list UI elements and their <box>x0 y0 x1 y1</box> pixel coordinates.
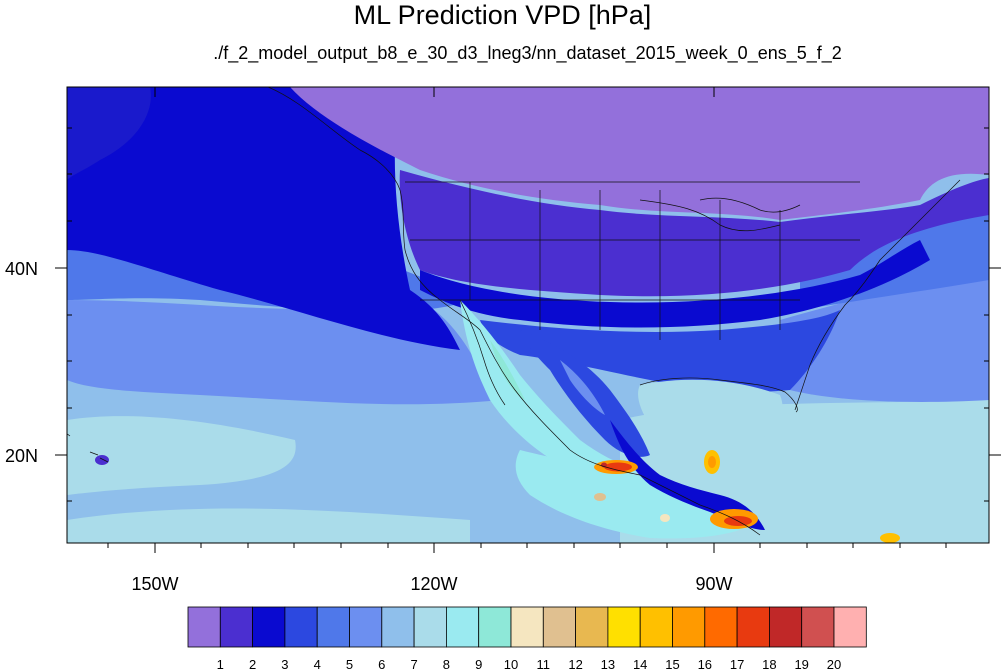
colorbar-label: 7 <box>410 657 417 672</box>
colorbar-label: 5 <box>346 657 353 672</box>
colorbar-label: 4 <box>314 657 321 672</box>
map-subtitle: ./f_2_model_output_b8_e_30_d3_lneg3/nn_d… <box>213 43 842 63</box>
colorbar-label: 18 <box>762 657 776 672</box>
colorbar-swatch <box>607 606 641 648</box>
colorbar-swatch <box>575 606 609 648</box>
colorbar-swatch <box>801 606 835 648</box>
colorbar-swatch <box>704 606 738 648</box>
map-title: ML Prediction VPD [hPa] <box>353 0 652 30</box>
colorbar-label: 3 <box>281 657 288 672</box>
colorbar-swatch <box>672 606 706 648</box>
lon-label-150w: 150W <box>131 574 178 594</box>
colorbar: 1 2 3 4 5 6 7 8 9 10 11 12 13 14 15 16 17 18 19 20 <box>187 606 867 672</box>
coastlines <box>67 87 961 536</box>
vpd-field <box>67 87 989 543</box>
colorbar-swatch <box>219 606 254 648</box>
colorbar-label: 15 <box>665 657 679 672</box>
colorbar-swatch <box>542 606 576 648</box>
colorbar-swatch <box>736 606 770 648</box>
colorbar-label: 9 <box>475 657 482 672</box>
colorbar-label: 20 <box>827 657 841 672</box>
colorbar-swatch <box>769 606 803 648</box>
colorbar-swatch <box>381 606 415 648</box>
colorbar-label: 13 <box>601 657 615 672</box>
colorbar-swatch <box>639 606 673 648</box>
colorbar-swatch <box>187 606 221 648</box>
colorbar-label: 10 <box>504 657 518 672</box>
lon-label-120w: 120W <box>410 574 457 594</box>
colorbar-swatch <box>413 606 447 648</box>
lat-label-20n: 20N <box>5 446 38 466</box>
colorbar-label: 6 <box>378 657 385 672</box>
colorbar-swatch <box>316 606 350 648</box>
colorbar-swatch <box>445 606 480 648</box>
colorbar-swatch <box>349 606 383 648</box>
axis-ticks <box>55 87 1001 553</box>
colorbar-label: 14 <box>633 657 647 672</box>
colorbar-label: 17 <box>730 657 744 672</box>
colorbar-label: 8 <box>443 657 450 672</box>
colorbar-label: 12 <box>568 657 582 672</box>
colorbar-label: 19 <box>794 657 808 672</box>
colorbar-swatch <box>478 606 512 648</box>
colorbar-swatch <box>510 606 544 648</box>
colorbar-label: 2 <box>249 657 256 672</box>
colorbar-label: 1 <box>217 657 224 672</box>
colorbar-label: 11 <box>537 657 551 672</box>
lon-label-90w: 90W <box>695 574 732 594</box>
colorbar-swatch <box>252 606 286 648</box>
colorbar-swatch <box>833 606 867 648</box>
colorbar-label: 16 <box>698 657 712 672</box>
colorbar-swatch <box>284 606 318 648</box>
lat-label-40n: 40N <box>5 259 38 279</box>
